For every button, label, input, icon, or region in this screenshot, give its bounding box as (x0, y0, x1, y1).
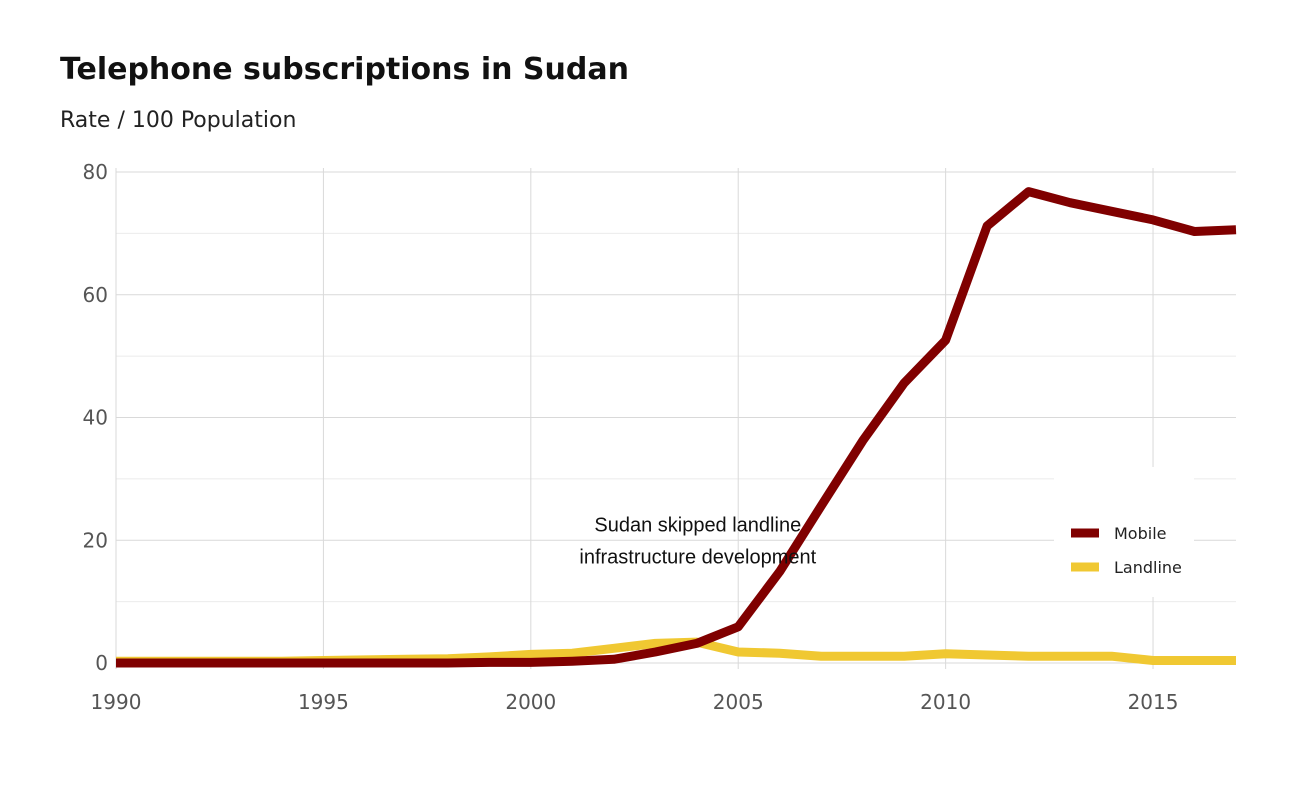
y-tick-label: 60 (83, 283, 108, 307)
legend-label: Landline (1114, 558, 1182, 577)
annotations: Sudan skipped landline infrastructure dev… (579, 514, 816, 568)
x-tick-label: 2010 (920, 690, 971, 714)
y-tick-label: 40 (83, 406, 108, 430)
y-tick-label: 20 (83, 528, 108, 552)
chart-subtitle: Rate / 100 Population (60, 108, 297, 133)
legend: Mobile Landline (1054, 467, 1194, 597)
chart-title: Telephone subscriptions in Sudan (60, 52, 629, 87)
x-tick-label: 2000 (505, 690, 556, 714)
annotation-text: Sudan skipped landline (594, 514, 801, 536)
grid (115, 168, 1236, 669)
y-axis: 0 20 40 60 80 (83, 160, 108, 675)
series-lines (116, 187, 1237, 668)
legend-label: Mobile (1114, 524, 1166, 543)
x-tick-label: 2015 (1128, 690, 1179, 714)
annotation-text: infrastructure development (579, 546, 816, 568)
y-tick-label: 80 (83, 160, 108, 184)
series-line-mobile (116, 187, 1237, 668)
x-tick-label: 1995 (298, 690, 349, 714)
x-tick-label: 2005 (713, 690, 764, 714)
x-axis: 1990 1995 2000 2005 2010 2015 (91, 690, 1179, 714)
x-tick-label: 1990 (91, 690, 142, 714)
y-tick-label: 0 (95, 651, 108, 675)
